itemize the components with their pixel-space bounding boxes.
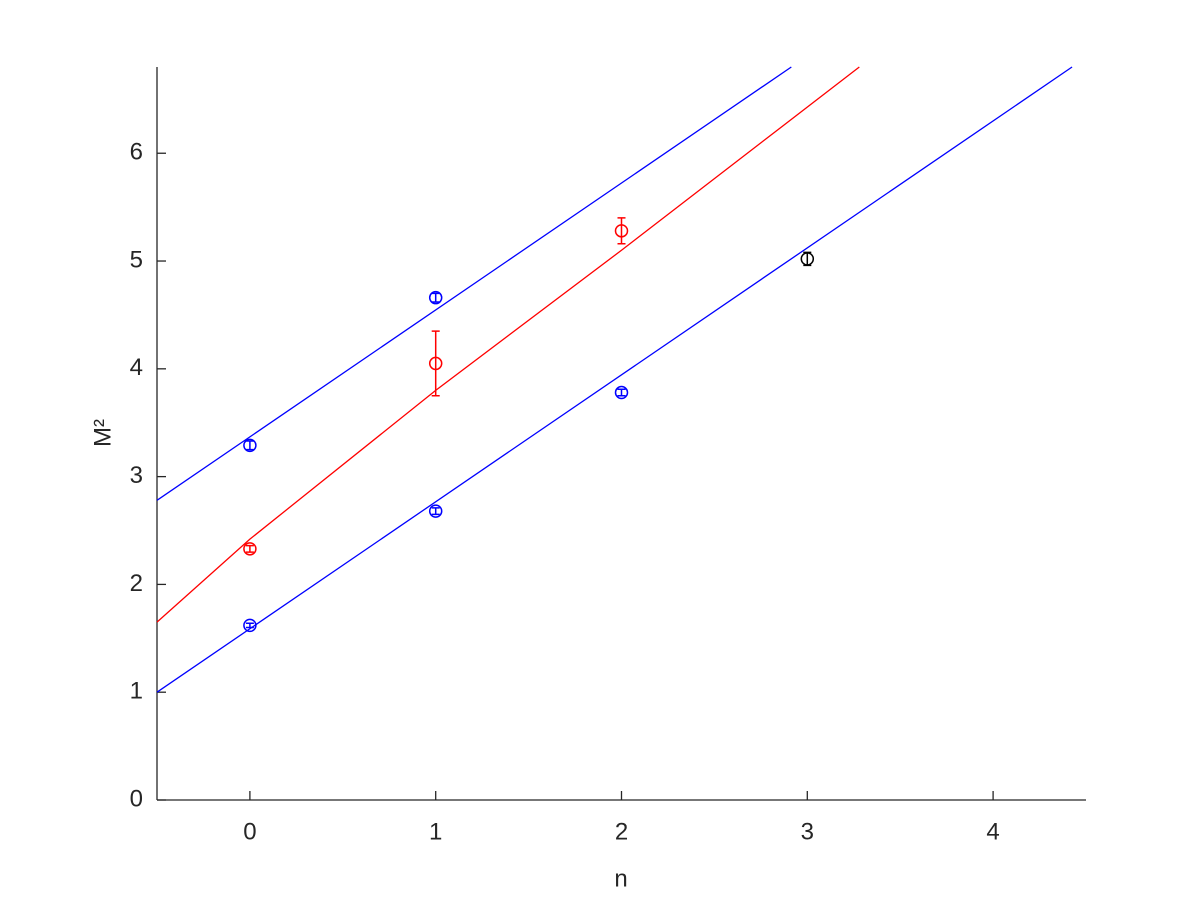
y-tick-label: 2 [130, 570, 143, 597]
fit-line [156, 66, 860, 623]
x-tick-label: 3 [801, 818, 814, 845]
y-tick-label: 4 [130, 354, 143, 381]
y-axis-label: M² [89, 419, 116, 447]
error-bar [245, 622, 254, 629]
y-tick-label: 1 [130, 678, 143, 705]
error-bar [617, 217, 626, 245]
marker [428, 504, 443, 518]
x-axis-label: n [614, 865, 627, 892]
error-bar [617, 388, 626, 397]
y-tick-label: 0 [130, 785, 143, 812]
marker [243, 618, 257, 633]
y-tick-label: 5 [130, 246, 143, 273]
marker [800, 252, 815, 266]
y-tick-label: 3 [130, 462, 143, 489]
marker [614, 224, 629, 238]
x-tick-label: 4 [986, 818, 999, 845]
fit-line [156, 66, 1073, 693]
marker [428, 290, 443, 305]
error-bar [431, 330, 440, 397]
error-bar [431, 292, 440, 303]
marker [614, 385, 629, 400]
error-bar [245, 440, 254, 451]
marker [243, 438, 257, 453]
marker [428, 356, 443, 371]
x-tick-label: 0 [243, 818, 256, 845]
x-tick-label: 2 [615, 818, 628, 845]
fit-line [156, 66, 792, 501]
marker [243, 542, 257, 556]
y-tick-label: 6 [130, 139, 143, 166]
error-bar [431, 507, 440, 516]
x-tick-label: 1 [429, 818, 442, 845]
error-bar [245, 544, 254, 553]
